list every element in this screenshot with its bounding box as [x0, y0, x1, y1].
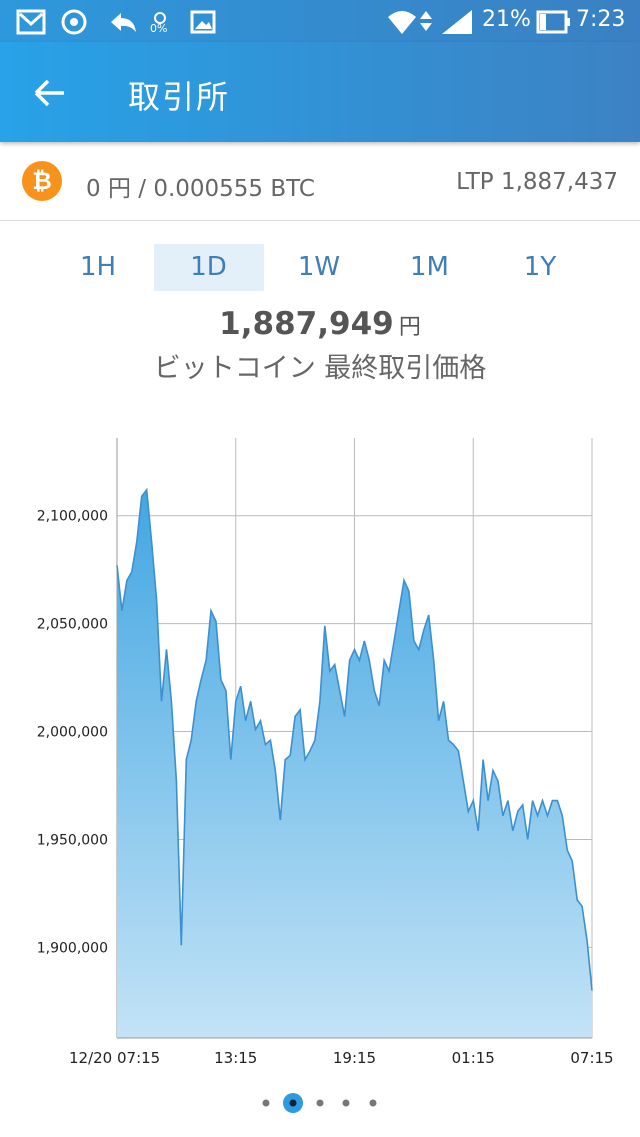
status-icons: [16, 9, 216, 35]
range-tab[interactable]: 1W: [297, 252, 341, 282]
status-bar: 0% 21% 7:23: [0, 0, 640, 42]
price-unit: 円: [398, 315, 421, 340]
battery-icon: [536, 10, 570, 34]
y-tick-label: 2,050,000: [37, 617, 108, 633]
x-tick-label: 07:15: [570, 1049, 613, 1067]
clock: 7:23: [576, 7, 626, 32]
btc-icon: ₿: [22, 161, 62, 201]
app-bar: 取引所: [0, 42, 640, 142]
x-tick-label: 13:15: [214, 1049, 257, 1067]
range-tab[interactable]: 1M: [410, 252, 449, 282]
range-tab[interactable]: 1Y: [523, 252, 557, 282]
price-label: ビットコイン 最終取引価格: [153, 353, 487, 384]
back-button[interactable]: [32, 78, 68, 108]
range-tab[interactable]: 1D: [153, 244, 264, 291]
area: [117, 489, 592, 1038]
price-block: 1,887,949 円 ビットコイン 最終取引価格: [0, 306, 640, 385]
y-tick-label: 2,100,000: [37, 509, 108, 525]
price-value: 1,887,949: [219, 306, 394, 342]
ltp: LTP 1,887,437: [456, 169, 618, 195]
page-indicator: [262, 1093, 377, 1113]
line: [116, 487, 593, 991]
range-tab[interactable]: 1H: [79, 252, 117, 282]
x-tick-label: 01:15: [452, 1049, 495, 1067]
app-title: 取引所: [128, 78, 231, 116]
brightness-text: 0%: [150, 22, 168, 35]
x-tick-label: 19:15: [333, 1049, 376, 1067]
battery-text: 21%: [482, 7, 531, 32]
balance-row: ₿ 0 円 / 0.000555 BTC LTP 1,887,437: [0, 142, 640, 221]
y-tick-label: 1,950,000: [37, 832, 108, 848]
signal-icons: [388, 10, 472, 34]
svg-text:₿: ₿: [32, 167, 52, 195]
x-tick-label: 12/20 07:15: [69, 1049, 160, 1067]
y-tick-label: 2,000,000: [37, 725, 108, 741]
balance-amount: 0 円 / 0.000555 BTC: [86, 176, 315, 202]
y-tick-label: 1,900,000: [37, 940, 108, 956]
